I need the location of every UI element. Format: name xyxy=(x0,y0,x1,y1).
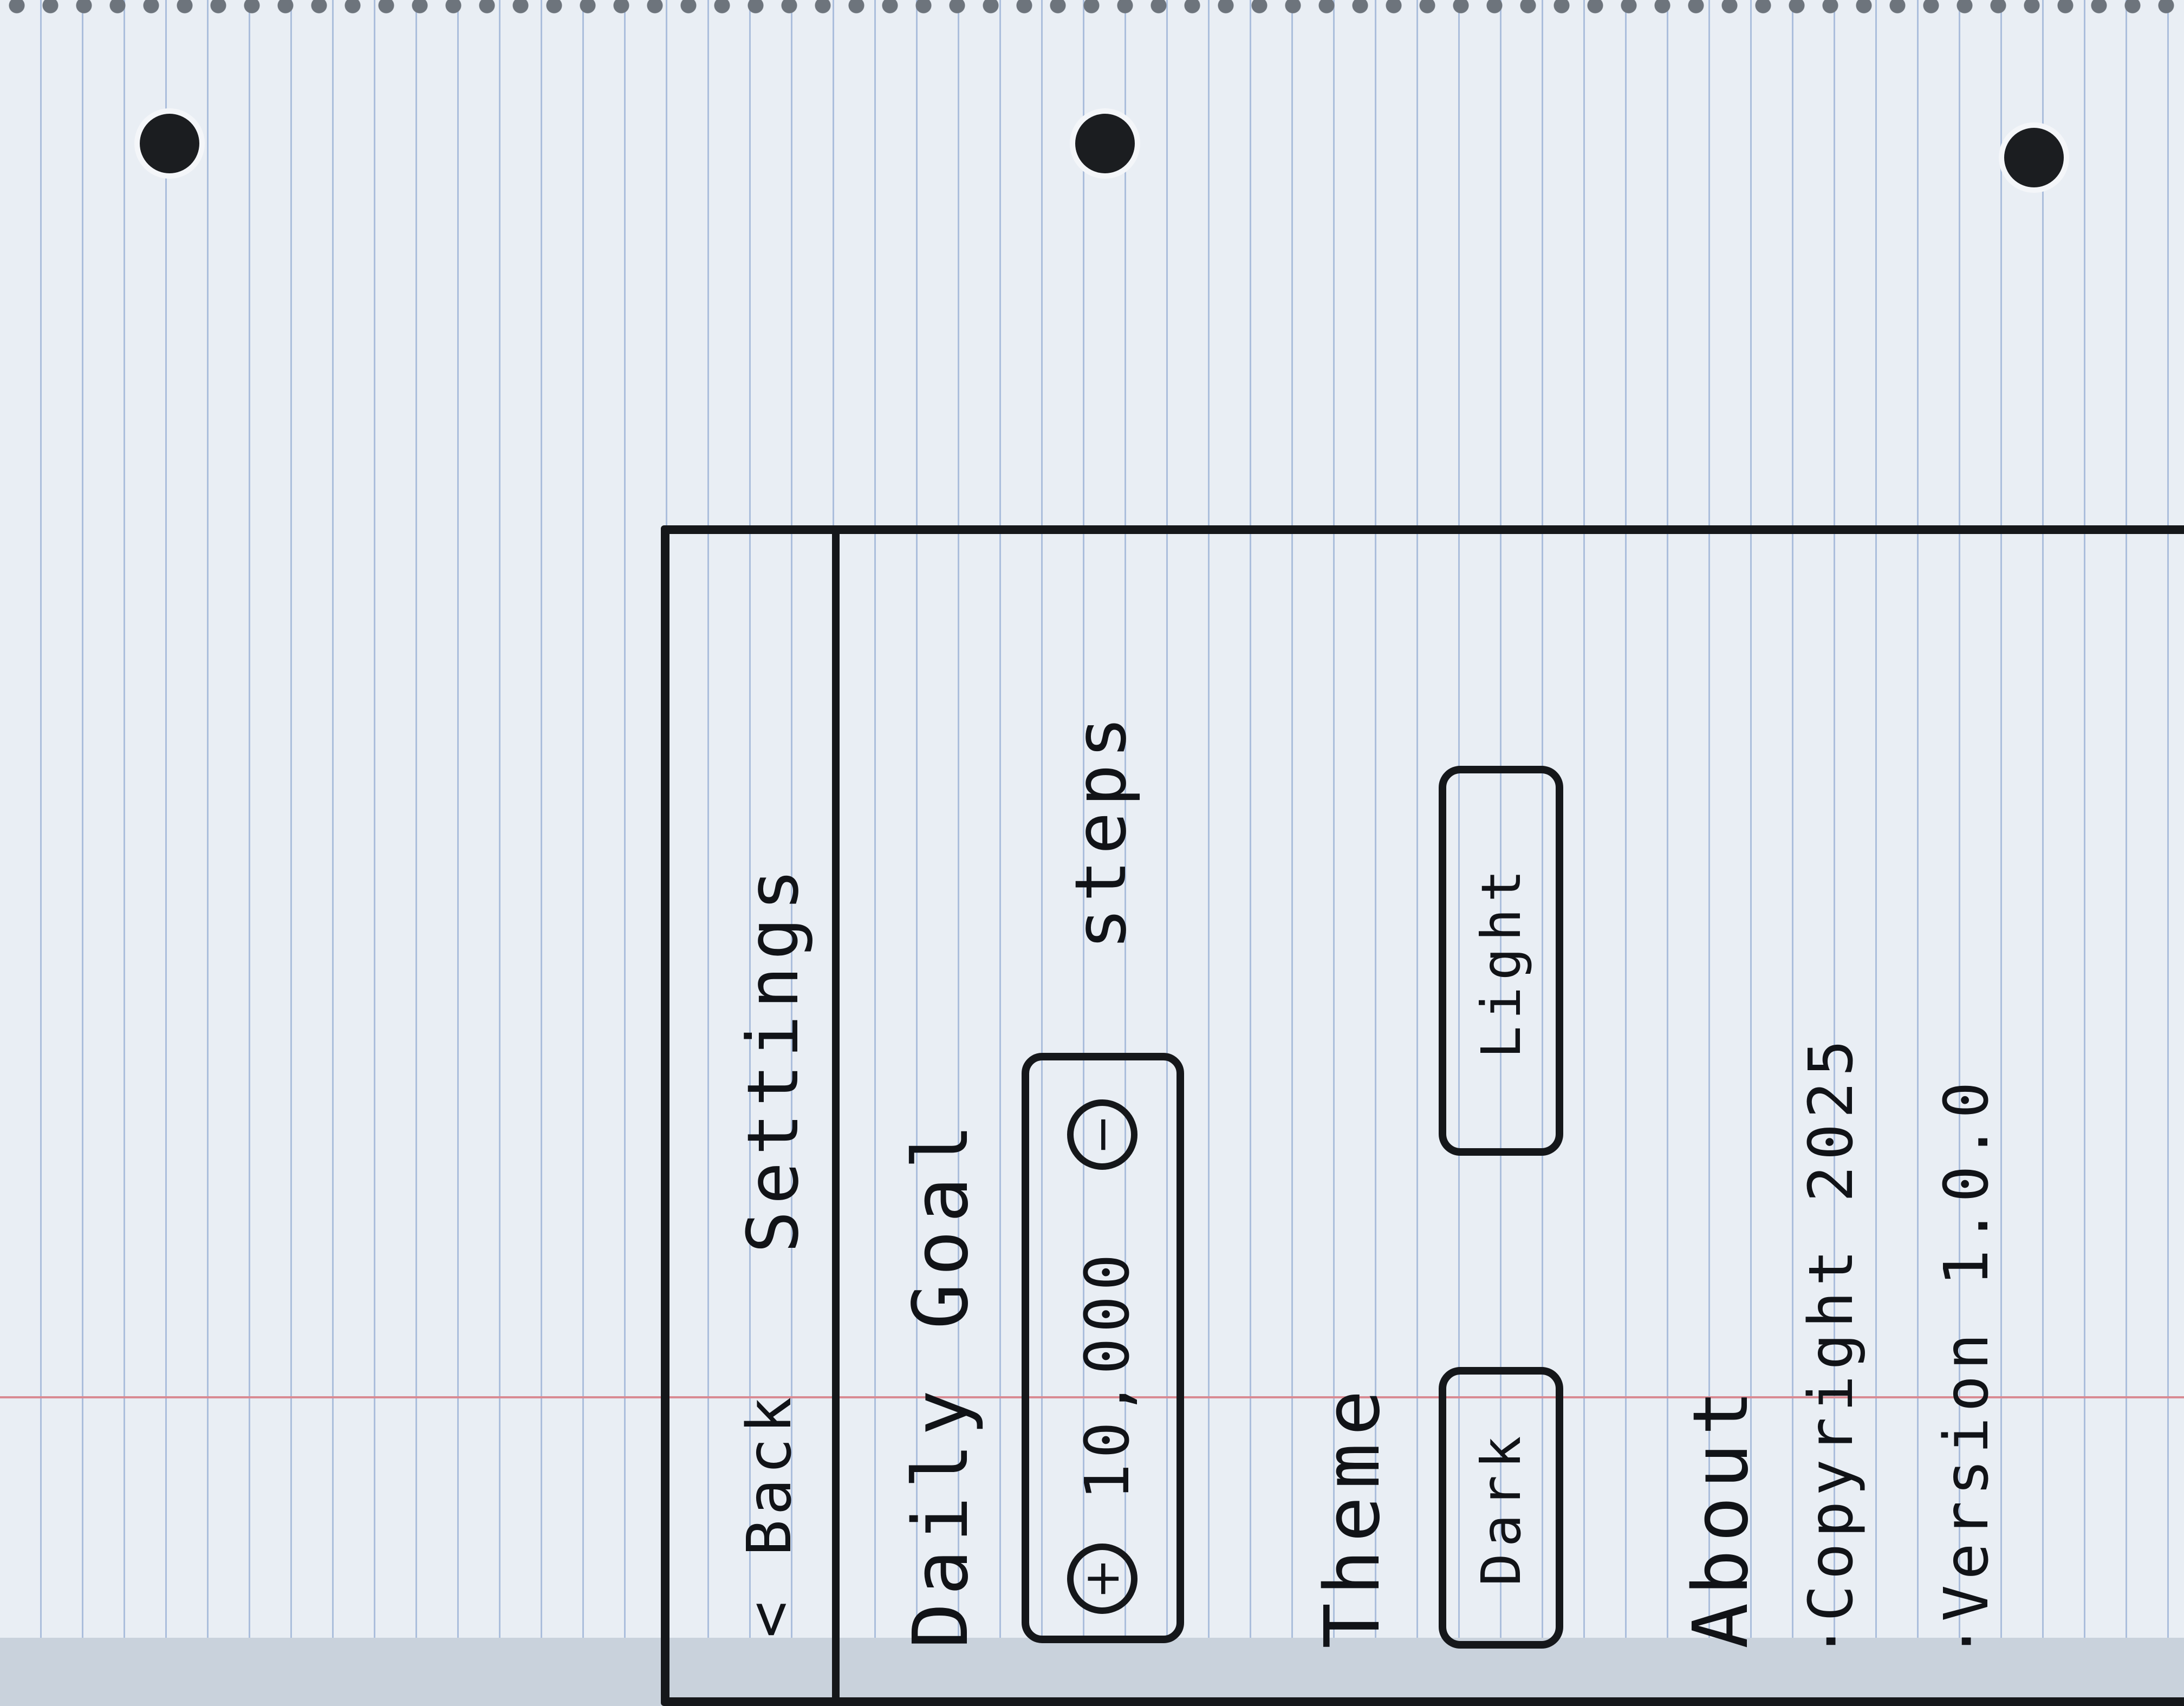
decrement-button[interactable]: − xyxy=(1067,1099,1138,1170)
page-title: Settings xyxy=(732,862,814,1253)
daily-goal-heading: Daily Goal xyxy=(897,1116,985,1649)
list-item: ·Version 1.0.0 xyxy=(1932,1034,2002,1659)
back-button[interactable]: < Back xyxy=(734,1392,805,1638)
list-item: ·Copyright 2025 xyxy=(1796,1034,1867,1659)
copyright-text: Copyright 2025 xyxy=(1796,1034,1867,1622)
punch-hole xyxy=(134,108,205,179)
increment-button[interactable]: + xyxy=(1067,1544,1138,1614)
version-text: Version 1.0.0 xyxy=(1932,1076,2002,1622)
settings-screen: < Back Settings Daily Goal + 10,000 − st… xyxy=(661,525,2184,1706)
theme-heading: Theme xyxy=(1309,1382,1397,1649)
punch-hole xyxy=(1070,108,1140,179)
spiral-binding xyxy=(0,0,2184,24)
dark-theme-button[interactable]: Dark xyxy=(1439,1367,1563,1649)
bullet-icon: · xyxy=(1932,1617,2002,1659)
about-list: ·Copyright 2025 ·Version 1.0.0 xyxy=(1796,1034,2067,1659)
app-frame-wrapper: < Back Settings Daily Goal + 10,000 − st… xyxy=(661,515,2184,1706)
goal-value: 10,000 xyxy=(1072,1248,1143,1500)
margin-line xyxy=(0,1396,2184,1398)
about-heading: About xyxy=(1677,1382,1765,1649)
punch-hole xyxy=(1999,122,2069,193)
goal-unit-label: steps xyxy=(1060,711,1142,950)
light-theme-button[interactable]: Light xyxy=(1439,766,1563,1156)
bullet-icon: · xyxy=(1796,1617,1867,1659)
daily-goal-stepper: + 10,000 − xyxy=(1022,1053,1184,1643)
header-bar: < Back Settings xyxy=(670,534,840,1697)
